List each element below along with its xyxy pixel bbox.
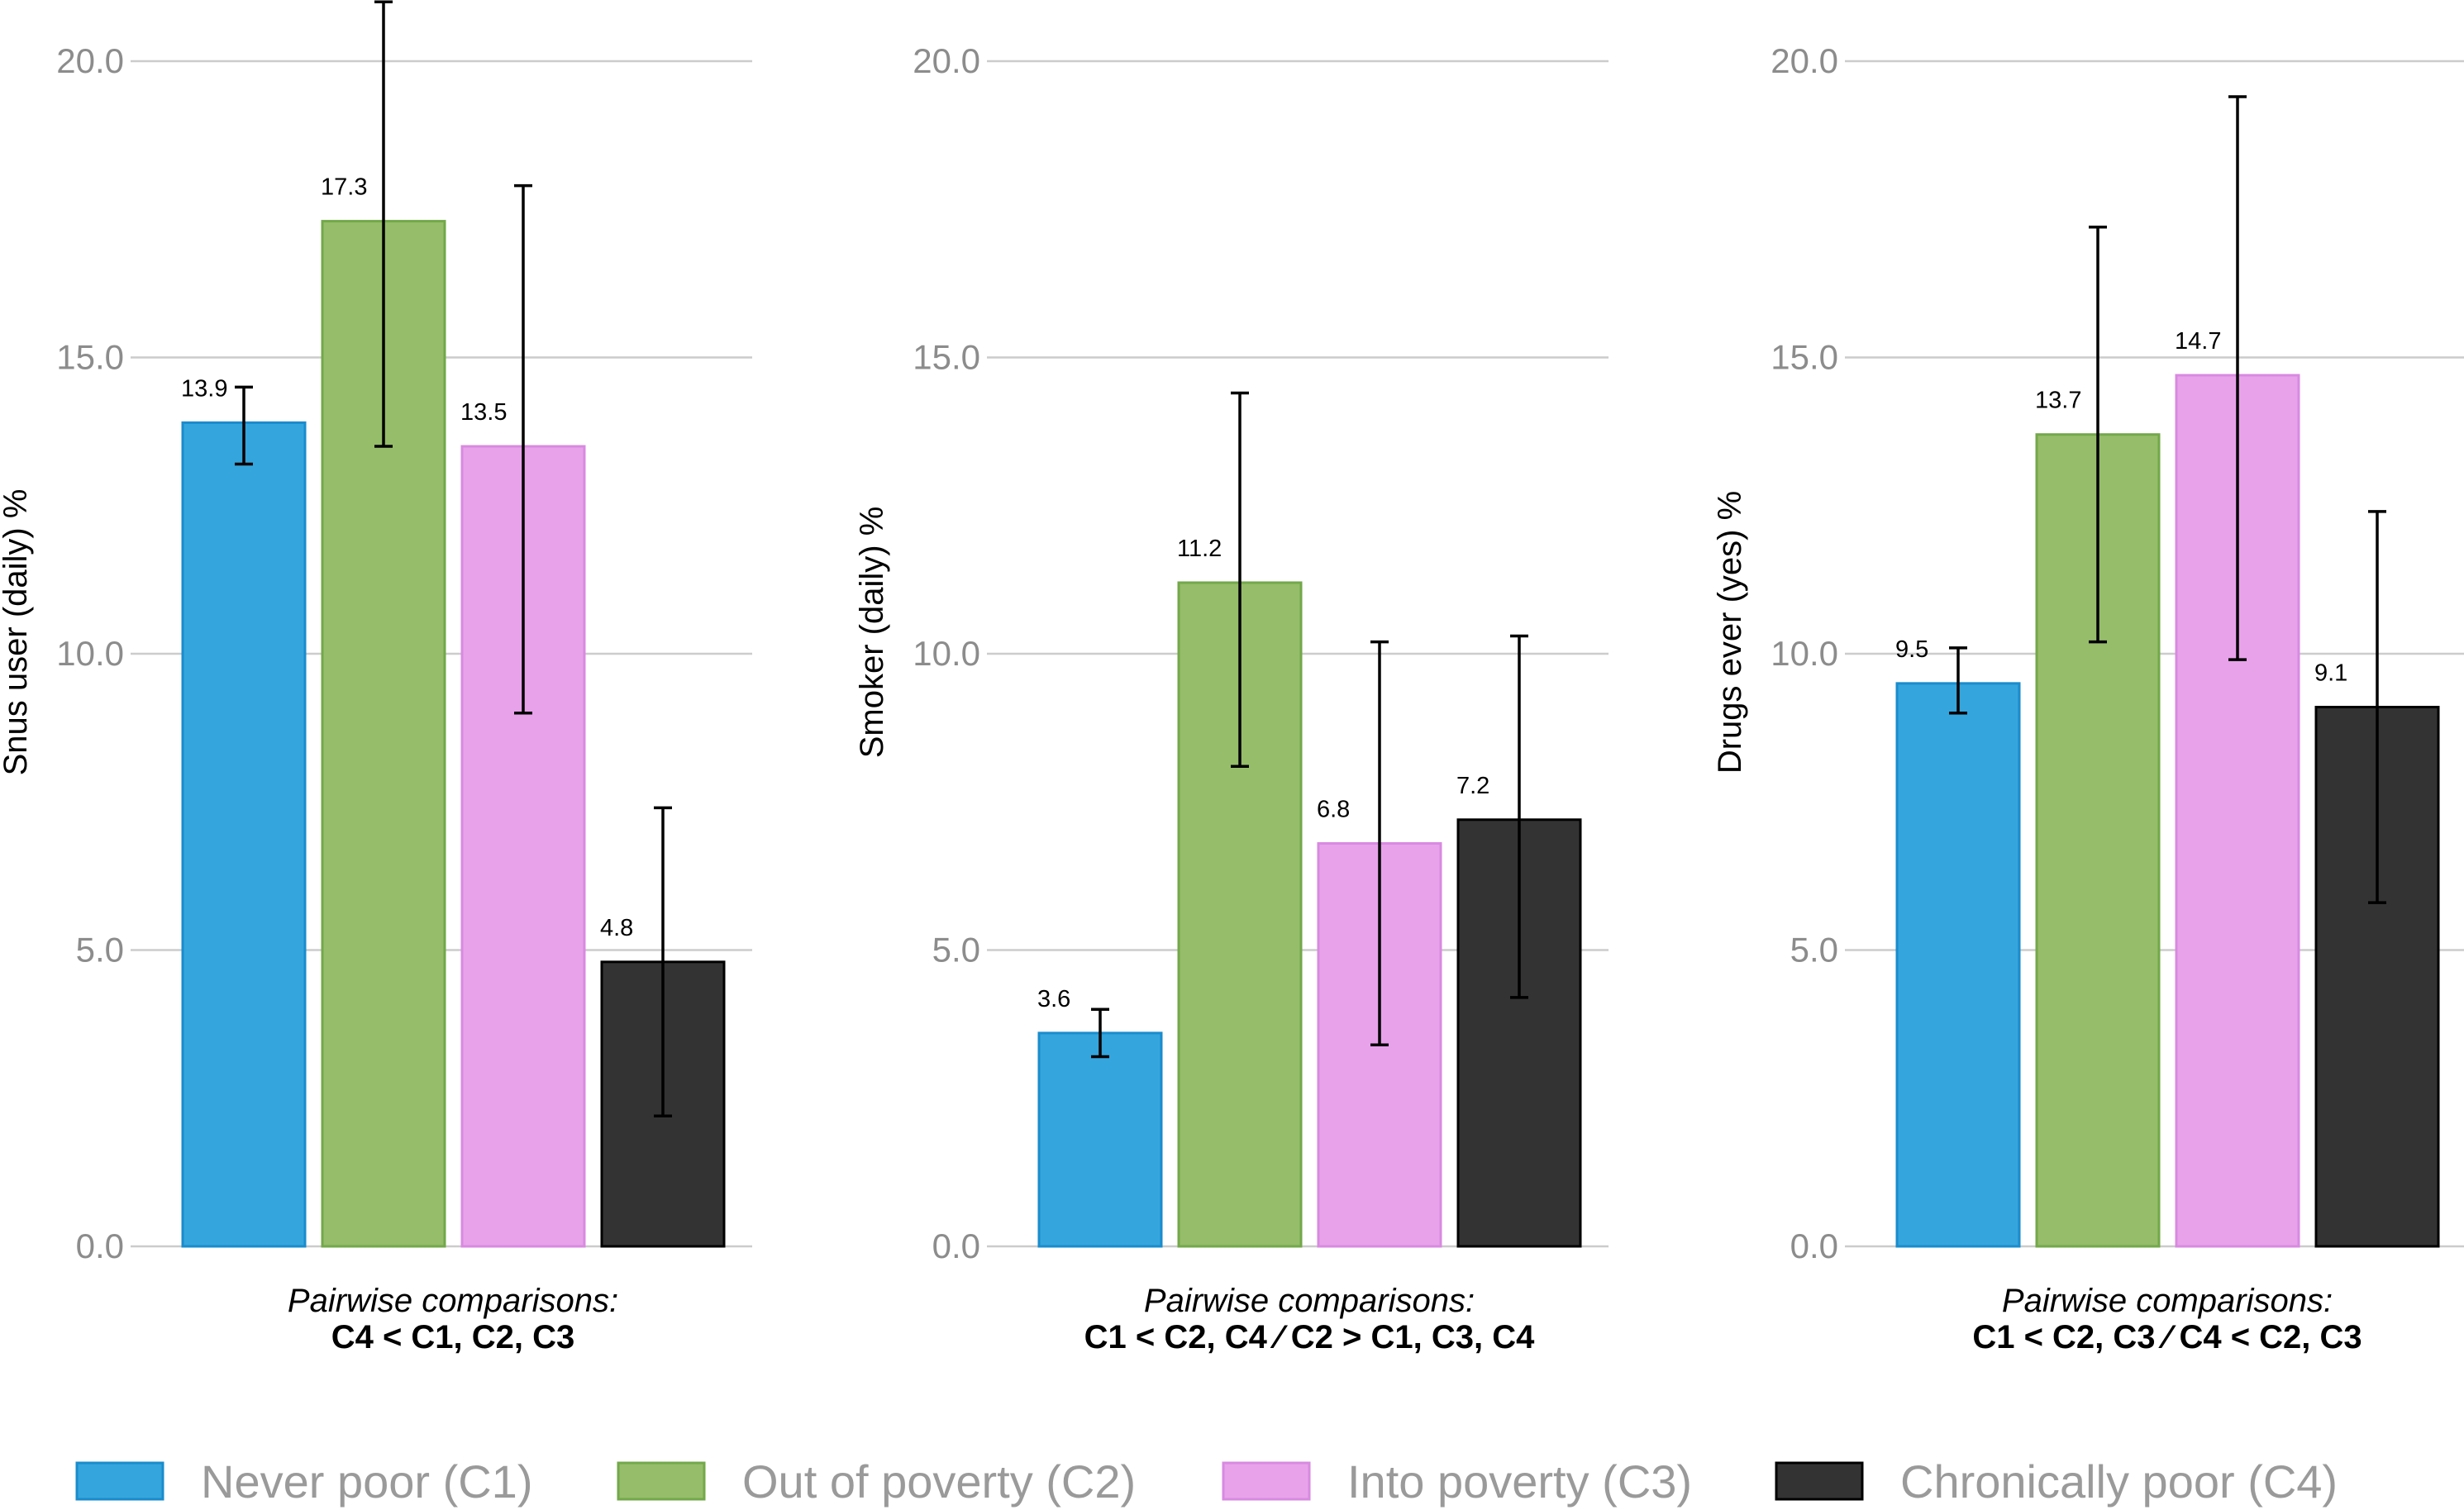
comparison-caption-title: Pairwise comparisons: (1144, 1283, 1475, 1319)
data-label: 17.3 (321, 174, 367, 201)
legend-swatch (75, 1461, 164, 1501)
legend-label: Out of poverty (C2) (742, 1455, 1136, 1508)
bar-1 (1037, 1031, 1163, 1248)
comparison-caption-text: C1 < C2, C3 ⁄ C4 < C2, C3 (1972, 1319, 2362, 1355)
y-tick-label: 15.0 (56, 338, 124, 377)
data-label: 13.7 (2035, 388, 2081, 414)
comparison-caption-text: C4 < C1, C2, C3 (331, 1319, 575, 1355)
y-tick-label: 20.0 (913, 41, 980, 80)
y-tick-label: 15.0 (1771, 338, 1838, 377)
y-tick-label: 15.0 (913, 338, 980, 377)
data-label: 13.5 (460, 399, 507, 426)
data-label: 13.9 (181, 375, 227, 402)
y-axis-label: Snus user (daily) % (0, 489, 34, 776)
data-label: 9.5 (1895, 636, 1928, 663)
y-axis-label: Smoker (daily) % (854, 507, 890, 759)
data-label: 3.6 (1037, 986, 1070, 1012)
y-tick-label: 10.0 (913, 634, 980, 673)
legend-swatch (617, 1461, 706, 1501)
y-tick-label: 0.0 (76, 1227, 124, 1265)
y-tick-label: 10.0 (1771, 634, 1838, 673)
data-label: 6.8 (1317, 796, 1350, 822)
legend-label: Chronically poor (C4) (1900, 1455, 2338, 1508)
chart-panel-1: 0.0 5.0 10.0 15.0 20.0 Snus user (daily) % 13.… (0, 0, 752, 1355)
legend-label: Never poor (C1) (201, 1455, 532, 1508)
data-label: 11.2 (1177, 536, 1222, 562)
y-tick-label: 5.0 (932, 931, 980, 969)
comparison-caption-text: C1 < C2, C4 ⁄ C2 > C1, C3, C4 (1084, 1319, 1535, 1355)
legend-label: Into poverty (C3) (1347, 1455, 1692, 1508)
comparison-caption-title: Pairwise comparisons: (2002, 1283, 2333, 1319)
data-label: 9.1 (2314, 660, 2347, 687)
bar-1 (1895, 682, 2021, 1248)
comparison-caption-title: Pairwise comparisons: (288, 1283, 618, 1319)
y-tick-label: 10.0 (56, 634, 124, 673)
y-tick-label: 0.0 (932, 1227, 980, 1265)
y-tick-label: 20.0 (1771, 41, 1838, 80)
legend-swatch (1775, 1461, 1864, 1501)
y-tick-label: 0.0 (1790, 1227, 1838, 1265)
y-tick-label: 5.0 (1790, 931, 1838, 969)
data-label: 7.2 (1456, 773, 1489, 799)
chart-panel-2: 0.0 5.0 10.0 15.0 20.0 Smoker (daily) % 3.6 11.… (854, 41, 1609, 1355)
data-label: 14.7 (2175, 328, 2221, 355)
y-axis-label: Drugs ever (yes) % (1712, 491, 1748, 774)
chart-panel-3: 0.0 5.0 10.0 15.0 20.0 Drugs ever (yes) % 9.5 1… (1712, 41, 2464, 1355)
y-tick-label: 5.0 (76, 931, 124, 969)
data-label: 4.8 (600, 915, 633, 941)
y-tick-label: 20.0 (56, 41, 124, 80)
legend-swatch (1222, 1461, 1311, 1501)
legend: Never poor (C1) Out of poverty (C2) Into p… (75, 1455, 2338, 1508)
bar-1 (181, 421, 307, 1248)
